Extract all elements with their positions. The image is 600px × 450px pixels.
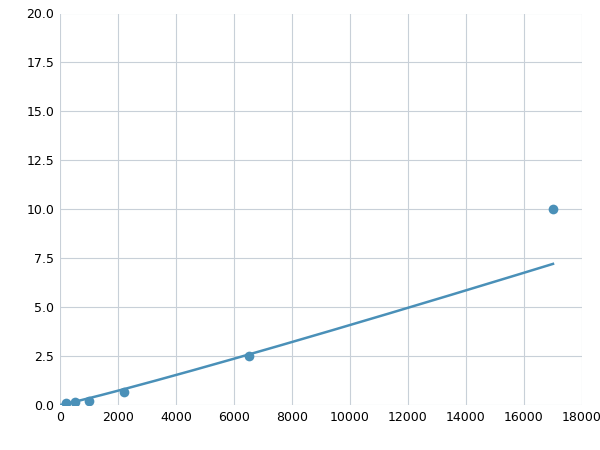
Point — [70, 398, 79, 405]
Point — [548, 206, 558, 213]
Point — [244, 352, 253, 360]
Point — [84, 397, 94, 404]
Point — [61, 400, 71, 407]
Point — [119, 389, 128, 396]
